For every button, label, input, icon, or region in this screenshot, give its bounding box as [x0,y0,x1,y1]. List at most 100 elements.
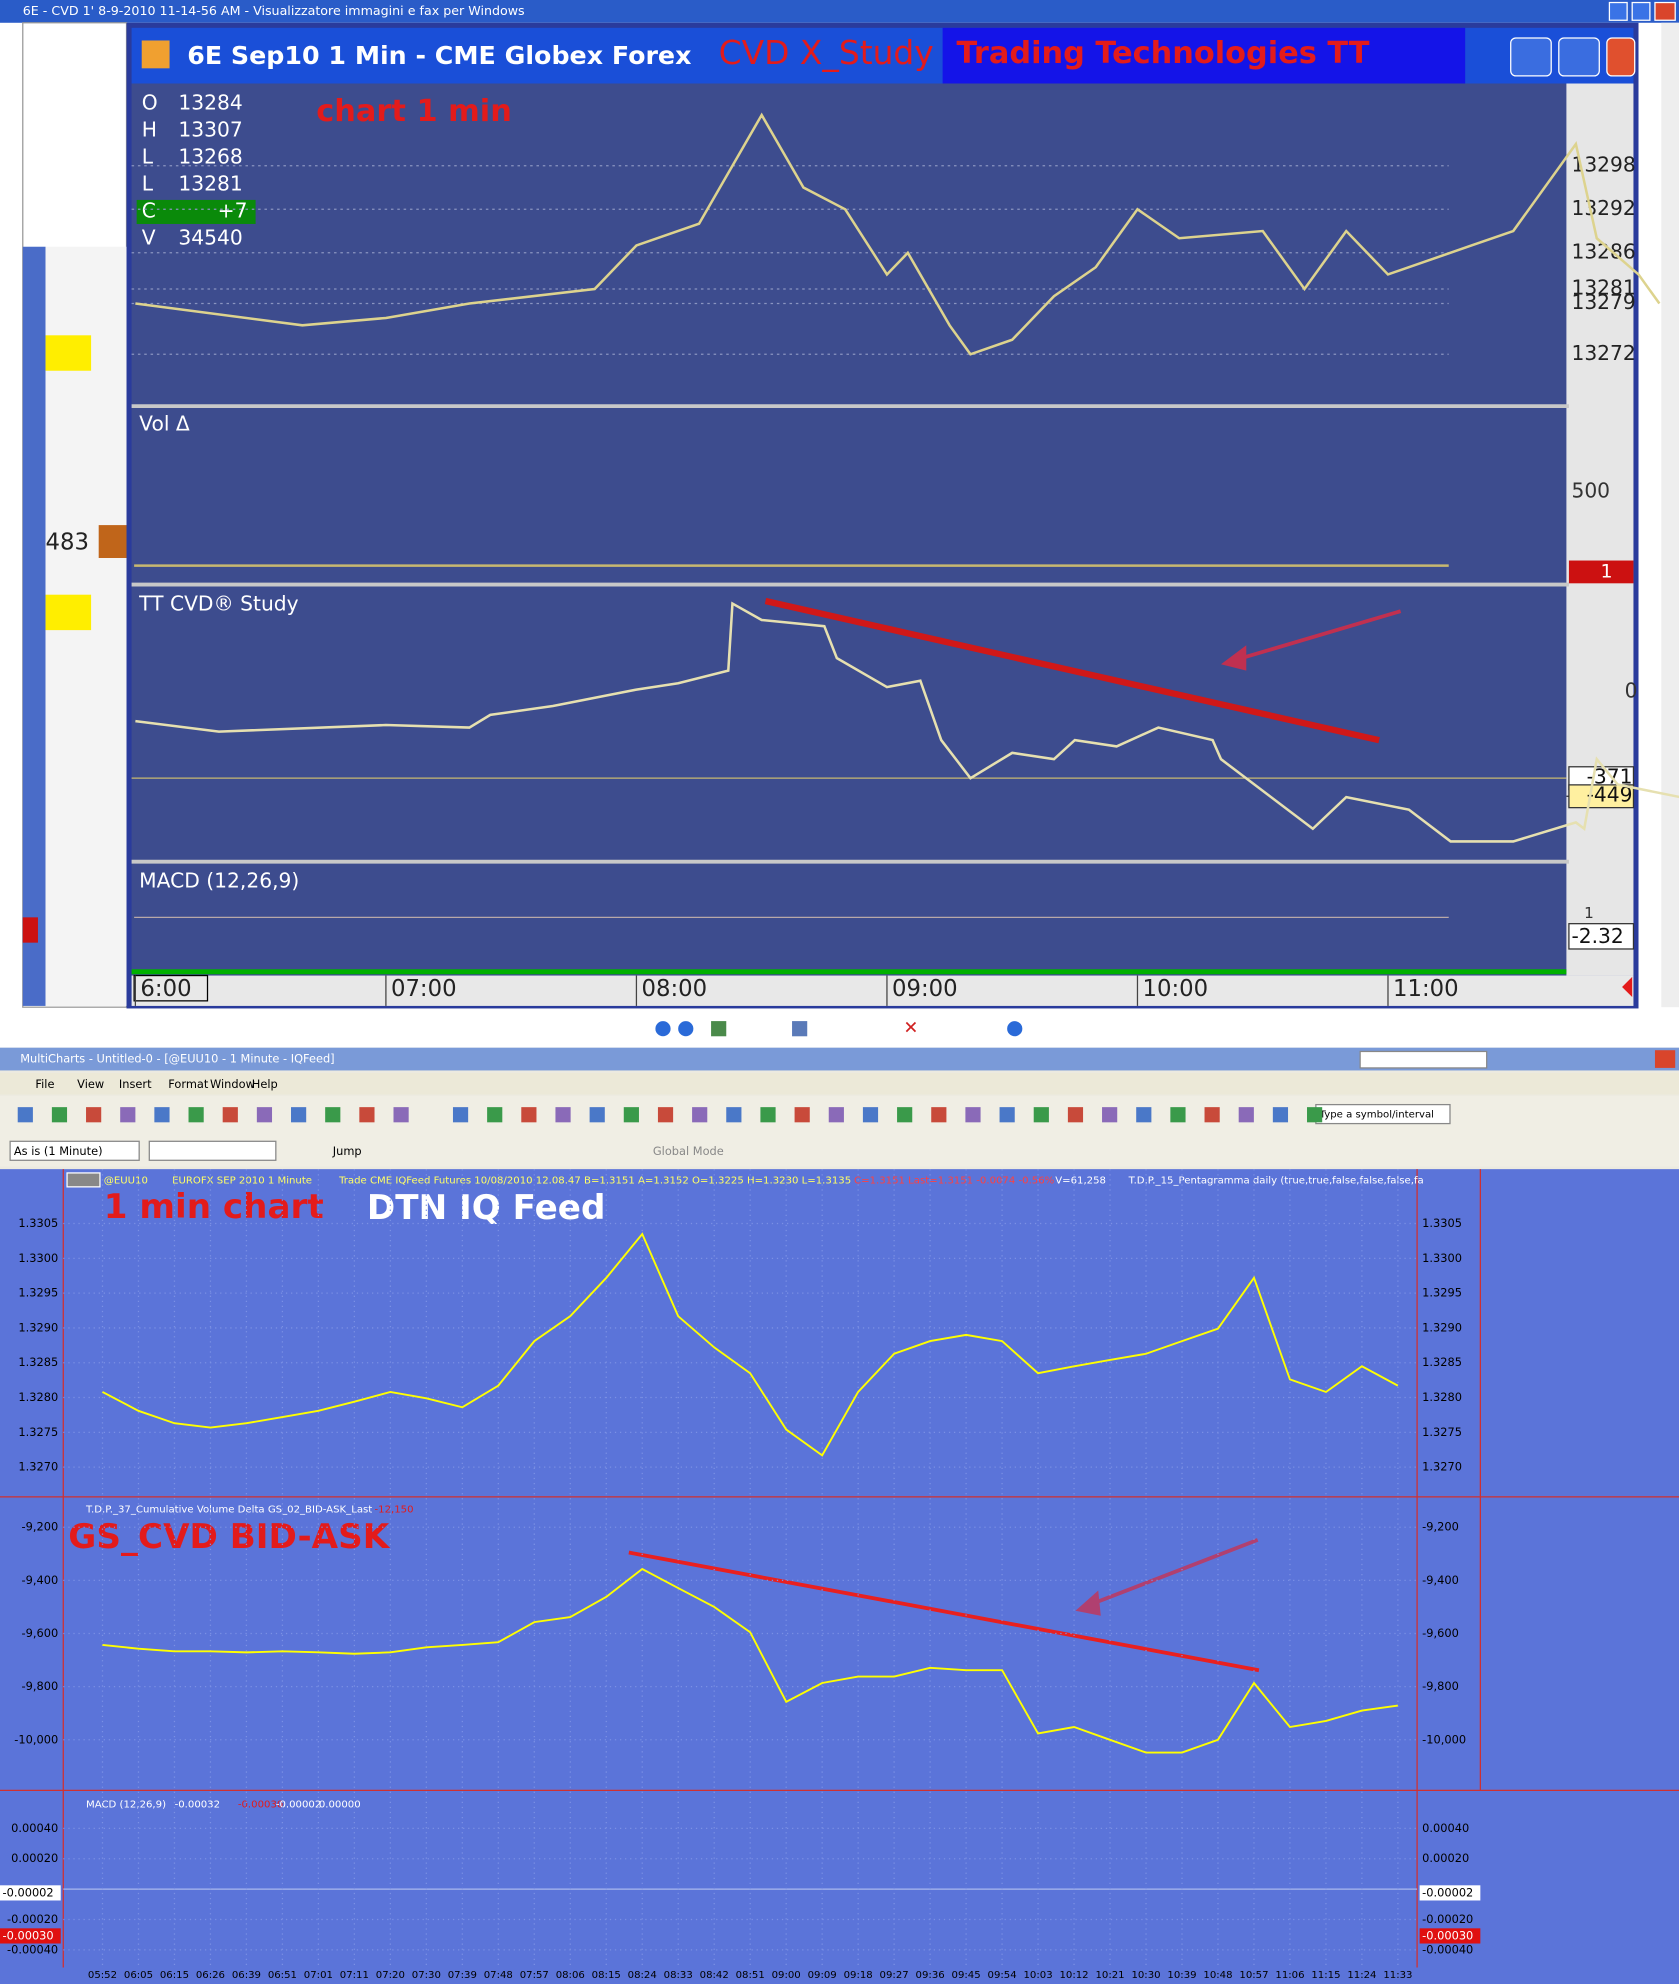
tool-button[interactable] [154,1107,170,1123]
x-tick-label: 09:27 [880,1970,909,1981]
mc-close[interactable] [1654,1050,1676,1068]
tool-button[interactable] [222,1107,238,1123]
tool-button[interactable] [393,1107,409,1123]
tool-button[interactable] [792,1021,808,1037]
tool-button[interactable] [1067,1107,1084,1123]
y-tick-label: 1.3305 [18,1216,58,1230]
minimize[interactable] [1608,1,1628,21]
tool-button[interactable] [1136,1107,1152,1123]
global-mode[interactable]: Global Mode [653,1144,724,1158]
arrow [1233,609,1402,663]
y-tick-label: 1.3280 [1422,1390,1462,1404]
header-item: Trade CME IQFeed Futures 10/08/2010 12.0… [338,1176,851,1187]
tool-button[interactable] [487,1107,503,1123]
tool-button[interactable] [999,1107,1015,1123]
tool-button[interactable] [291,1107,307,1123]
tool-button[interactable] [692,1107,708,1123]
tt-maximize[interactable] [1558,37,1600,77]
tool-button[interactable] [521,1107,537,1123]
x-tick-label: 10:21 [1095,1970,1124,1981]
menu-item[interactable]: View [77,1077,104,1091]
macd-header-item: -0.00002 [276,1799,321,1810]
x-tick-label: 08:33 [664,1970,693,1981]
tool-button[interactable] [256,1107,273,1123]
scrollbar[interactable] [1661,22,1679,1008]
maximize[interactable] [1631,1,1651,21]
x-tick-label: 10:39 [1167,1970,1196,1981]
tool-button[interactable] [359,1107,375,1123]
menu-item[interactable]: Help [252,1077,278,1091]
vol-tick: 500 [1571,479,1610,503]
symbol-box-text: Type a symbol/interval [1319,1110,1434,1121]
ohlc-value: 13307 [178,117,242,141]
macd-marker-bg [0,1885,61,1901]
tt-close[interactable] [1606,37,1636,77]
tt-annotation: CVD X_Study [719,33,934,72]
y-tick-label: 1.3275 [1422,1425,1462,1439]
tool-button[interactable] [589,1107,605,1123]
tool-button[interactable] [965,1107,981,1123]
tool-button[interactable] [897,1107,913,1123]
time-label: 11:00 [1393,976,1459,1002]
y-tick-label: 0.00040 [11,1821,58,1835]
menu-item[interactable]: Format [168,1077,209,1091]
tool-button[interactable] [120,1107,136,1123]
left-cell [98,525,127,558]
ohlc-key: C [142,199,156,223]
menu-item[interactable]: Insert [119,1077,152,1091]
tool-button[interactable] [17,1107,33,1123]
tool-button[interactable] [711,1021,727,1037]
close[interactable] [1654,1,1676,21]
tool-button[interactable] [188,1107,204,1123]
tool-button[interactable] [657,1107,674,1123]
y-tick-label: 1.3280 [18,1390,58,1404]
tool-button[interactable] [862,1107,879,1123]
tool-button[interactable] [760,1107,776,1123]
arrow-head [1220,645,1247,671]
tool-button[interactable] [325,1107,341,1123]
macd-marker: -0.00002 [1422,1885,1473,1899]
jump[interactable]: Jump [332,1144,362,1158]
tool-button[interactable] [1238,1107,1254,1123]
y-tick-label: -9,400 [22,1573,59,1587]
tt-axis-bg [1566,83,1634,976]
ohlc-key: V [142,226,156,250]
tool-button[interactable] [678,1021,694,1037]
annotation-feed: DTN IQ Feed [367,1188,605,1228]
tool-delete[interactable]: ✕ [904,1019,919,1039]
tool-button[interactable] [931,1107,947,1123]
interval-box[interactable] [9,1140,140,1161]
tool-button[interactable] [1170,1107,1186,1123]
tool-button[interactable] [1102,1107,1118,1123]
y-tick-label: -9,600 [1422,1626,1459,1640]
combo[interactable] [148,1140,277,1161]
tool-button[interactable] [794,1107,810,1123]
tool-help[interactable] [1007,1021,1023,1037]
tool-button[interactable] [655,1021,671,1037]
tool-button[interactable] [1204,1107,1220,1123]
tool-button[interactable] [555,1107,571,1123]
x-tick-label: 11:24 [1347,1970,1376,1981]
tt-minimize[interactable] [1510,37,1552,77]
menu-item[interactable]: File [35,1077,54,1091]
tool-button[interactable] [623,1107,639,1123]
tool-button[interactable] [726,1107,742,1123]
mc-search[interactable] [1359,1050,1488,1069]
tool-button[interactable] [1307,1107,1323,1123]
x-tick-label: 07:20 [376,1970,405,1981]
tool-button[interactable] [1272,1107,1289,1123]
tool-button[interactable] [828,1107,844,1123]
menu-item[interactable]: Window [210,1077,255,1091]
y-tick-label: -0.00040 [1422,1942,1473,1956]
vol-last-bg [1568,560,1634,584]
tt-icon [141,40,170,69]
tool-button[interactable] [452,1107,469,1123]
y-tick-label: 1.3275 [18,1425,58,1439]
tool-button[interactable] [1033,1107,1049,1123]
tool-button[interactable] [86,1107,102,1123]
tool-button[interactable] [51,1107,68,1123]
ohlc-value: 13284 [178,90,242,114]
trend-line [764,597,1380,744]
